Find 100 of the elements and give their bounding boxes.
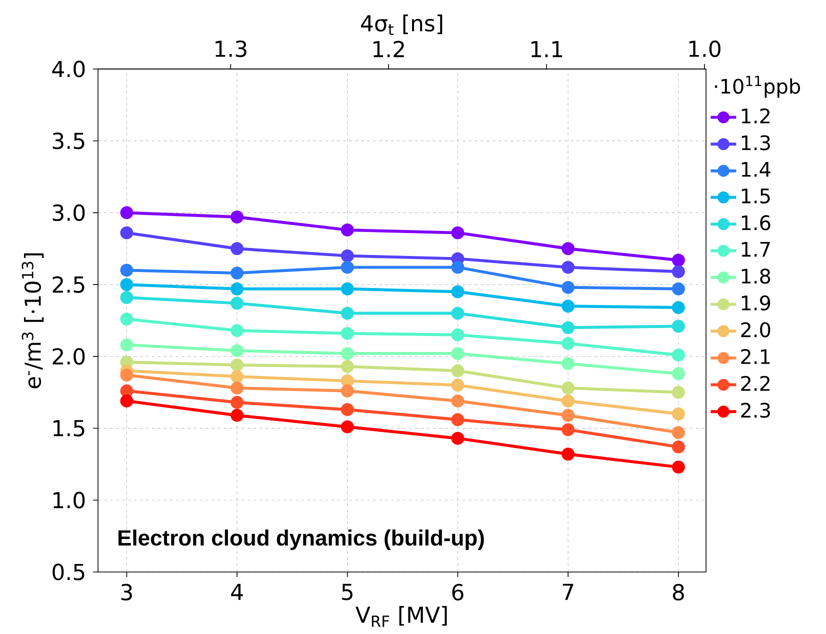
y-axis-title: e$^{-}$/m$^{3}$ [·10$^{13}$] [22, 253, 44, 388]
point [451, 394, 464, 408]
point [230, 370, 244, 384]
point [451, 260, 464, 274]
point [120, 384, 134, 398]
point [340, 374, 354, 388]
legend-label: 2.1 [741, 349, 770, 364]
point [451, 285, 464, 298]
y-tick-label: 3.0 [52, 204, 85, 222]
legend-label: 2.0 [741, 322, 770, 338]
point [562, 260, 575, 274]
point [562, 242, 575, 256]
y-tick-label: 0.5 [52, 564, 84, 580]
point [672, 254, 685, 267]
legend-label: 1.7 [742, 242, 770, 257]
point [120, 368, 134, 382]
point [120, 226, 134, 240]
point [672, 282, 685, 296]
point [672, 348, 685, 362]
legend-label: 1.3 [742, 135, 770, 150]
point [230, 282, 244, 296]
point [340, 223, 354, 236]
point [230, 266, 244, 280]
point [120, 394, 134, 408]
legend-label: 1.4 [742, 162, 770, 177]
point [562, 300, 575, 313]
point [672, 301, 685, 314]
point [230, 382, 244, 395]
x-tick-label: 5 [342, 584, 352, 600]
point [672, 265, 685, 278]
legend-label: 1.9 [742, 295, 770, 311]
x2-tick-label: 1.2 [374, 40, 404, 58]
point [340, 282, 354, 296]
point [562, 337, 575, 350]
point [120, 338, 134, 352]
legend-title: ·10$^{11}$ppb [715, 76, 800, 98]
y-tick-label: 1.5 [54, 420, 84, 436]
point [120, 264, 134, 277]
point [451, 328, 464, 342]
legend-label: 1.6 [742, 215, 770, 230]
x2-axis-title: 4σ$_{t}$ [ns] [361, 14, 442, 35]
legend-label: 1.2 [742, 108, 770, 124]
point [120, 312, 134, 326]
point [230, 408, 244, 422]
point [672, 367, 685, 380]
point [120, 291, 134, 304]
point [340, 249, 354, 262]
point [340, 384, 354, 398]
point [562, 423, 575, 436]
legend-label: 2.3 [741, 402, 770, 418]
x2-tick-label: 1.1 [531, 41, 562, 58]
point [562, 408, 575, 422]
point [451, 347, 464, 360]
y-tick-label: 4.0 [52, 60, 85, 78]
point [451, 306, 464, 320]
point [562, 321, 575, 334]
point [230, 396, 244, 409]
point [120, 278, 134, 292]
y-tick-label: 1.0 [54, 492, 85, 508]
x-tick-label: 6 [452, 584, 464, 600]
point [230, 296, 244, 310]
y-tick-label: 3.5 [52, 132, 84, 150]
x-tick-label: 3 [121, 584, 132, 600]
point [340, 420, 354, 434]
x-tick-label: 4 [231, 584, 243, 600]
point [451, 378, 464, 392]
point [562, 448, 575, 461]
point [120, 206, 134, 220]
point [562, 280, 575, 294]
x2-tick-label: 1.3 [216, 40, 246, 58]
point [451, 364, 464, 378]
point [451, 226, 464, 240]
point [230, 324, 244, 338]
point [340, 403, 354, 416]
legend-label: 1.5 [742, 188, 770, 204]
point [340, 306, 354, 320]
y-tick-label: 2.5 [52, 276, 84, 293]
point [230, 242, 244, 256]
point [562, 357, 575, 370]
x-tick-label: 8 [672, 584, 684, 600]
point [672, 440, 685, 454]
point [230, 344, 244, 358]
point [672, 386, 685, 399]
y-tick-label: 2.0 [52, 348, 85, 365]
point [451, 413, 464, 426]
point [672, 460, 685, 474]
point [340, 260, 354, 274]
point [340, 347, 354, 360]
x2-tick-label: 1.0 [689, 40, 720, 58]
annotation: Electron cloud dynamics (build-up) [118, 530, 484, 550]
point [562, 382, 575, 395]
point [340, 326, 354, 340]
x-axis-title: V$_{RF}$ [MV] [356, 606, 447, 627]
x-tick-label: 7 [562, 584, 574, 600]
point [562, 394, 575, 408]
point [672, 407, 685, 420]
point [340, 360, 354, 373]
point [672, 320, 685, 333]
point [230, 210, 244, 224]
point [230, 358, 244, 372]
